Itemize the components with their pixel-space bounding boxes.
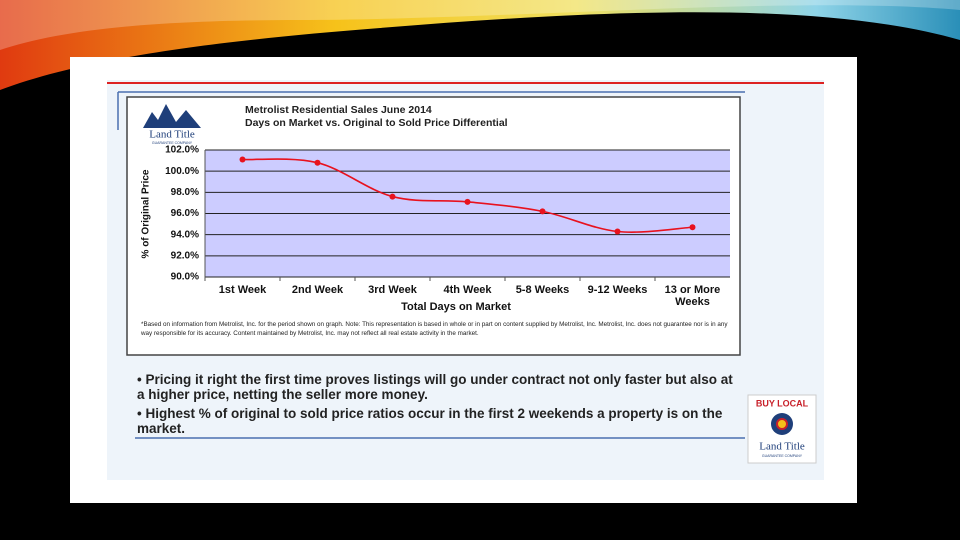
y-tick-label: 98.0% <box>171 187 199 198</box>
chart-title: Metrolist Residential Sales June 2014 <box>245 104 432 116</box>
badge-name: Land Title <box>759 441 805 453</box>
x-tick-label: 4th Week <box>443 284 492 296</box>
bullet-text: Highest % of original to sold price rati… <box>137 406 723 436</box>
y-tick-label: 92.0% <box>171 250 199 261</box>
badge-top: BUY LOCAL <box>756 398 809 408</box>
data-point <box>314 159 321 166</box>
x-axis-label: Total Days on Market <box>401 301 511 313</box>
y-tick-label: 100.0% <box>165 166 199 177</box>
swoosh <box>0 0 960 90</box>
badge-sun <box>776 418 788 430</box>
data-point <box>539 208 546 215</box>
bullet: • Pricing it right the first time proves… <box>137 372 733 402</box>
data-point <box>389 193 396 200</box>
x-tick-label: 13 or More Weeks <box>664 284 721 308</box>
y-tick-label: 102.0% <box>165 145 199 156</box>
x-tick-label: 9-12 Weeks <box>587 284 648 296</box>
bullet-text: Pricing it right the first time proves l… <box>137 372 733 402</box>
y-tick-label: 96.0% <box>171 208 199 219</box>
y-tick-label: 94.0% <box>171 229 199 240</box>
data-point <box>689 224 696 231</box>
y-axis-label: % of Original Price <box>141 169 152 258</box>
y-tick-label: 90.0% <box>171 272 199 283</box>
logo-name: Land Title <box>149 129 195 141</box>
chart-subtitle: Days on Market vs. Original to Sold Pric… <box>245 117 508 129</box>
badge-tagline: GUARANTEE COMPANY <box>762 454 803 458</box>
data-point <box>239 156 246 163</box>
x-tick-label: 5-8 Weeks <box>515 284 570 296</box>
x-tick-label: 3rd Week <box>368 284 417 296</box>
data-point <box>464 198 471 205</box>
swoosh-highlight <box>0 0 960 50</box>
logo-mountains <box>143 104 201 128</box>
x-tick-label: 2nd Week <box>291 284 344 296</box>
bullet: • Highest % of original to sold price ra… <box>137 406 723 436</box>
data-point <box>614 228 621 235</box>
footnote: *Based on information from Metrolist, In… <box>141 321 728 337</box>
x-tick-label: 1st Week <box>218 284 267 296</box>
logo-tagline: GUARANTEE COMPANY <box>152 141 193 145</box>
